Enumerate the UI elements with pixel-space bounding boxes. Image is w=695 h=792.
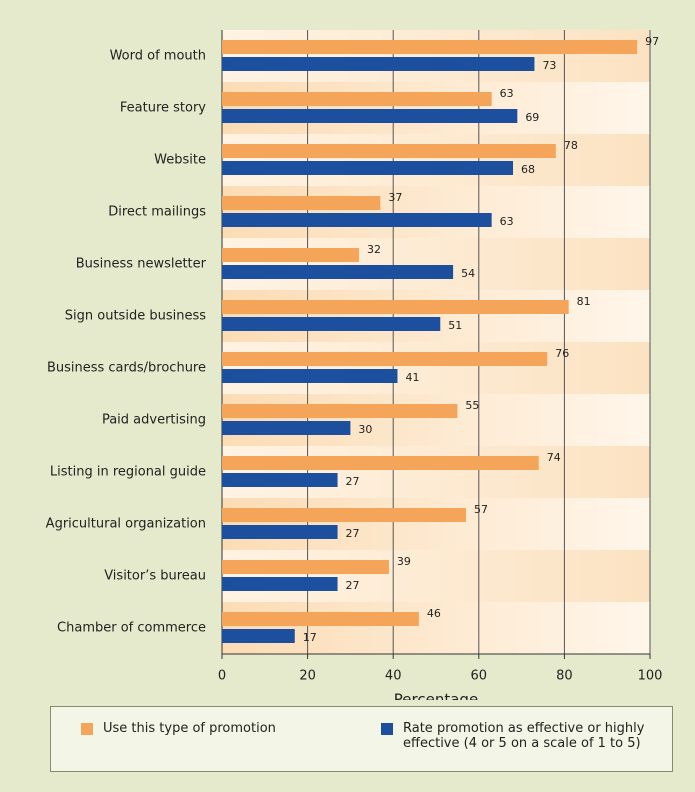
row-stripe — [222, 134, 650, 186]
row-stripe — [222, 30, 650, 82]
value-label: 39 — [397, 555, 411, 568]
row-stripe — [222, 82, 650, 134]
value-label: 30 — [358, 423, 372, 436]
legend-label: Use this type of promotion — [103, 721, 276, 736]
bar — [222, 40, 638, 54]
x-tick-label: 80 — [556, 669, 573, 684]
bar — [222, 300, 569, 314]
legend: Use this type of promotion Rate promotio… — [50, 706, 673, 772]
value-label: 81 — [577, 295, 591, 308]
value-label: 63 — [500, 87, 514, 100]
value-label: 51 — [448, 319, 462, 332]
legend-swatch — [381, 723, 393, 735]
value-label: 27 — [346, 475, 360, 488]
value-label: 63 — [500, 215, 514, 228]
row-stripe — [222, 602, 650, 654]
row-stripe — [222, 446, 650, 498]
row-stripe — [222, 342, 650, 394]
value-label: 73 — [542, 59, 556, 72]
bar — [222, 196, 381, 210]
value-label: 97 — [645, 35, 659, 48]
value-label: 78 — [564, 139, 578, 152]
y-tick-label: Paid advertising — [102, 413, 206, 428]
x-tick-label: 100 — [638, 669, 663, 684]
y-tick-label: Business newsletter — [76, 257, 207, 272]
bar — [222, 213, 492, 227]
value-label: 55 — [465, 399, 479, 412]
value-label: 32 — [367, 243, 381, 256]
bar — [222, 612, 419, 626]
bar — [222, 265, 454, 279]
legend-item: Use this type of promotion — [81, 721, 276, 736]
bar — [222, 421, 351, 435]
legend-swatch — [81, 723, 93, 735]
bar — [222, 629, 295, 643]
chart: Percentage 0 20 40 60 80 100 Word of mouth 97 73… — [46, 30, 663, 709]
y-tick-label: Agricultural organization — [46, 517, 206, 532]
value-label: 17 — [303, 631, 317, 644]
bar — [222, 144, 556, 158]
row-stripe — [222, 290, 650, 342]
x-tick-label: 60 — [471, 669, 488, 684]
x-axis-label: Percentage — [394, 691, 478, 701]
bar — [222, 577, 338, 591]
bar — [222, 317, 441, 331]
row-stripe — [222, 550, 650, 602]
value-label: 27 — [346, 527, 360, 540]
y-tick-label: Visitor’s bureau — [104, 569, 206, 584]
value-label: 68 — [521, 163, 535, 176]
row-stripe — [222, 238, 650, 290]
bar — [222, 560, 389, 574]
value-label: 37 — [388, 191, 402, 204]
value-label: 57 — [474, 503, 488, 516]
y-tick-label: Sign outside business — [65, 309, 206, 324]
value-label: 54 — [461, 267, 475, 280]
value-label: 76 — [555, 347, 569, 360]
x-tick-label: 20 — [299, 669, 316, 684]
bar — [222, 109, 518, 123]
value-label: 74 — [547, 451, 561, 464]
value-label: 27 — [346, 579, 360, 592]
bar — [222, 248, 359, 262]
y-tick-label: Chamber of commerce — [57, 621, 206, 636]
bar — [222, 369, 398, 383]
bar — [222, 456, 539, 470]
value-label: 46 — [427, 607, 441, 620]
y-tick-label: Word of mouth — [110, 49, 206, 64]
legend-item: Rate promotion as effective or highly ef… — [381, 721, 661, 751]
bar — [222, 525, 338, 539]
bar — [222, 404, 458, 418]
row-stripe — [222, 186, 650, 238]
y-tick-label: Direct mailings — [108, 205, 206, 220]
x-tick-label: 40 — [385, 669, 402, 684]
bar — [222, 473, 338, 487]
row-stripe — [222, 394, 650, 446]
row-stripe — [222, 498, 650, 550]
bar — [222, 508, 466, 522]
legend-label: Rate promotion as effective or highly ef… — [403, 721, 645, 751]
value-label: 41 — [405, 371, 419, 384]
bar — [222, 92, 492, 106]
bar — [222, 352, 548, 366]
y-tick-label: Feature story — [120, 101, 206, 116]
x-tick-label: 0 — [218, 669, 226, 684]
y-tick-label: Website — [154, 153, 206, 168]
value-label: 69 — [525, 111, 539, 124]
bar — [222, 57, 535, 71]
bar — [222, 161, 514, 175]
y-tick-label: Listing in regional guide — [50, 465, 206, 480]
y-tick-label: Business cards/brochure — [47, 361, 206, 376]
